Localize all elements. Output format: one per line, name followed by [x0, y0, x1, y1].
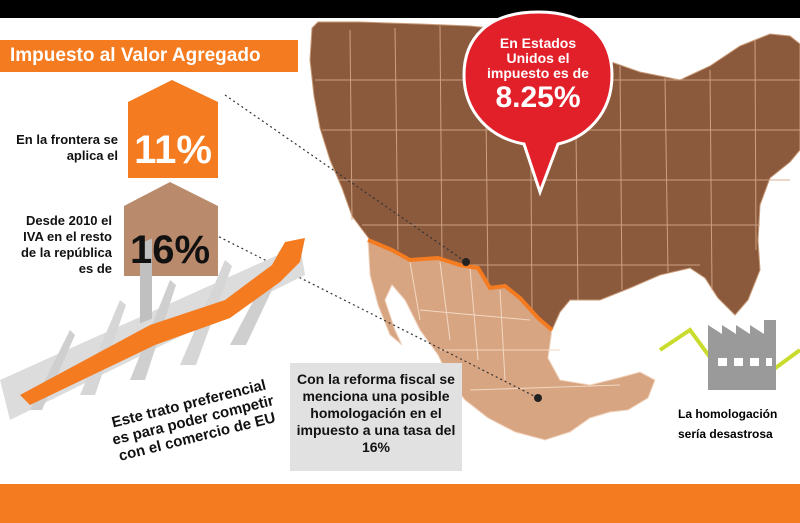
eu-line-1: En Estados: [499, 35, 577, 51]
frontera-label: En la frontera se aplica el: [16, 132, 118, 163]
page-title: Impuesto al Valor Agregado: [0, 40, 298, 72]
border-line: [367, 238, 554, 332]
eu-line-3: impuesto es de: [487, 65, 589, 81]
resto-rate: 16%: [129, 228, 211, 272]
top-black-bar: [0, 0, 800, 18]
eu-callout: En Estados Unidos el impuesto es de 8.25…: [466, 36, 610, 115]
bottom-orange-bar: [0, 484, 800, 523]
connector-frontera: [224, 94, 467, 263]
frontera-rate: 11%: [134, 128, 212, 172]
reforma-text: Con la reforma fiscal se menciona una po…: [290, 363, 462, 471]
growth-chart-icon: [0, 238, 305, 420]
eu-line-2: Unidos el: [506, 50, 570, 66]
resto-label: Desde 2010 el IVA en el resto de la repú…: [20, 213, 112, 276]
factory-icon: [708, 320, 776, 390]
homologacion-text: La homologación sería desastrosa: [672, 396, 796, 470]
house-icon: [128, 80, 218, 178]
speech-bubble-icon: [462, 10, 614, 197]
eu-rate: 8.25%: [495, 81, 581, 114]
connector-resto: [169, 211, 539, 399]
